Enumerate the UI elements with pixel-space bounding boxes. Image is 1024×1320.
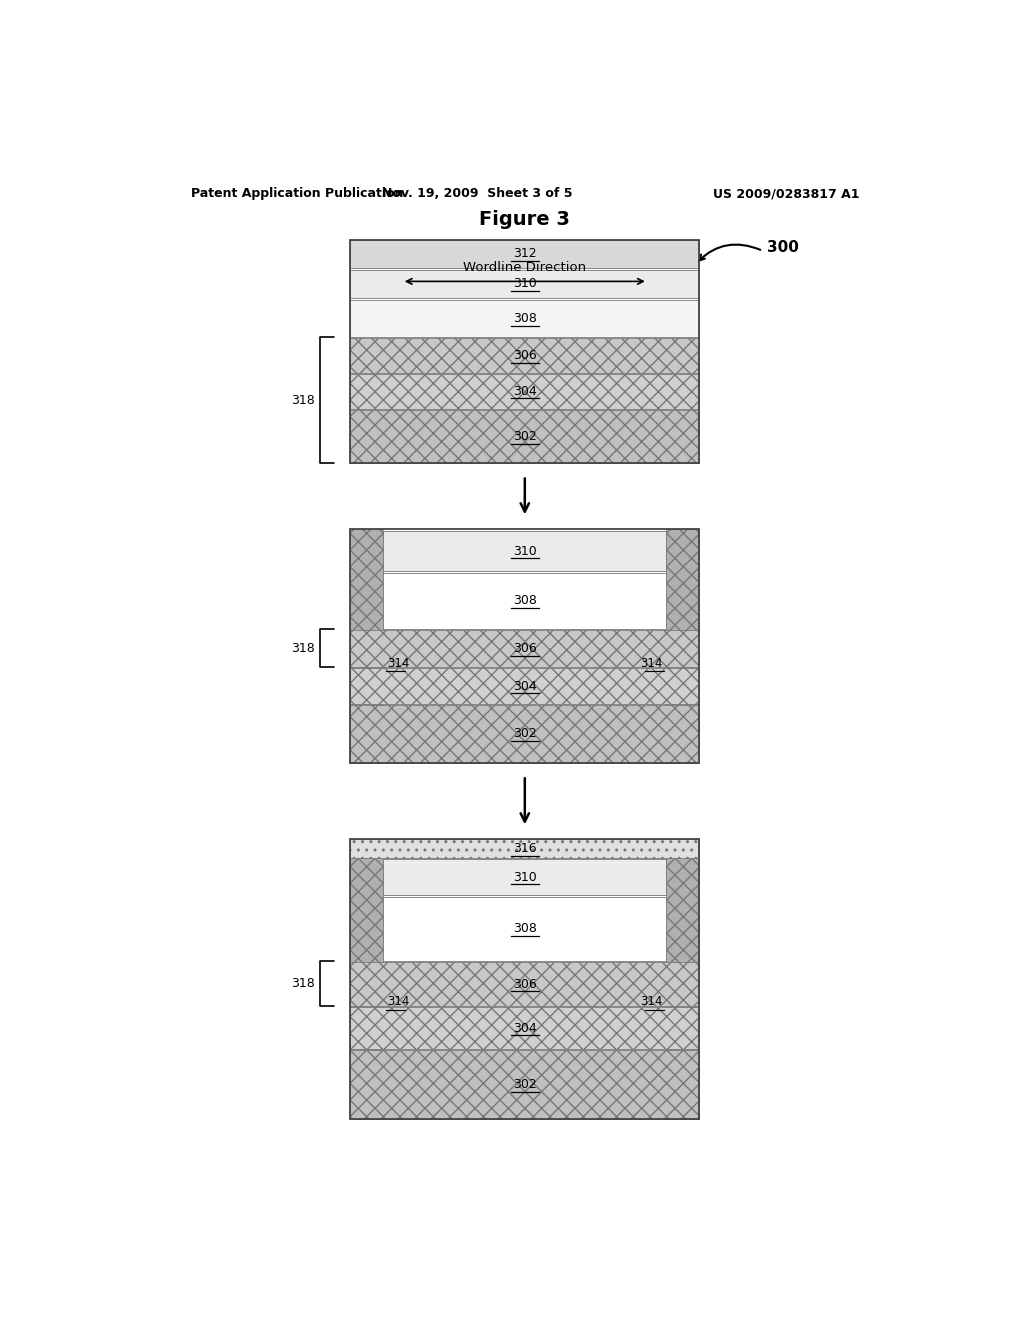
Text: 308: 308 <box>513 923 537 936</box>
Bar <box>350 300 699 337</box>
Bar <box>350 840 699 858</box>
Text: 314: 314 <box>387 995 410 1008</box>
Text: Nov. 19, 2009  Sheet 3 of 5: Nov. 19, 2009 Sheet 3 of 5 <box>382 187 572 201</box>
Bar <box>350 240 699 463</box>
Text: 302: 302 <box>513 727 537 741</box>
Text: 312: 312 <box>513 247 537 260</box>
Bar <box>383 896 667 961</box>
Text: 310: 310 <box>513 545 537 557</box>
Text: 318: 318 <box>291 642 314 655</box>
Bar <box>350 630 699 668</box>
Text: 308: 308 <box>513 594 537 607</box>
Bar <box>350 1051 699 1119</box>
Text: Patent Application Publication: Patent Application Publication <box>191 187 403 201</box>
Bar <box>350 1007 699 1049</box>
Text: 318: 318 <box>291 977 314 990</box>
Text: 310: 310 <box>513 871 537 883</box>
Text: 304: 304 <box>513 1022 537 1035</box>
Bar <box>350 705 699 763</box>
Text: 308: 308 <box>513 312 537 325</box>
Text: 318: 318 <box>291 393 314 407</box>
Bar <box>350 269 699 298</box>
Text: Wordline Direction: Wordline Direction <box>463 260 587 273</box>
Bar <box>350 858 383 1119</box>
Text: 316: 316 <box>513 842 537 855</box>
Bar <box>350 409 699 463</box>
Bar <box>350 529 699 763</box>
Bar <box>350 338 699 372</box>
Bar <box>383 531 667 572</box>
Bar <box>350 240 699 268</box>
Text: 314: 314 <box>387 657 410 669</box>
Text: Figure 3: Figure 3 <box>479 210 570 228</box>
Bar <box>667 529 699 763</box>
Text: 306: 306 <box>513 348 537 362</box>
Text: 314: 314 <box>640 995 663 1008</box>
Text: US 2009/0283817 A1: US 2009/0283817 A1 <box>714 187 860 201</box>
Text: 304: 304 <box>513 680 537 693</box>
Text: 302: 302 <box>513 430 537 444</box>
Text: 310: 310 <box>513 277 537 290</box>
Text: 306: 306 <box>513 978 537 990</box>
Text: 314: 314 <box>640 657 663 669</box>
Bar <box>350 840 699 1119</box>
Bar <box>383 573 667 628</box>
Text: 306: 306 <box>513 642 537 655</box>
Text: 300: 300 <box>767 240 799 255</box>
Bar <box>350 529 383 763</box>
Text: 302: 302 <box>513 1078 537 1092</box>
Bar <box>350 962 699 1006</box>
Text: 304: 304 <box>513 384 537 397</box>
Bar <box>383 859 667 895</box>
Bar <box>350 374 699 408</box>
Bar <box>350 668 699 704</box>
Bar <box>667 858 699 1119</box>
